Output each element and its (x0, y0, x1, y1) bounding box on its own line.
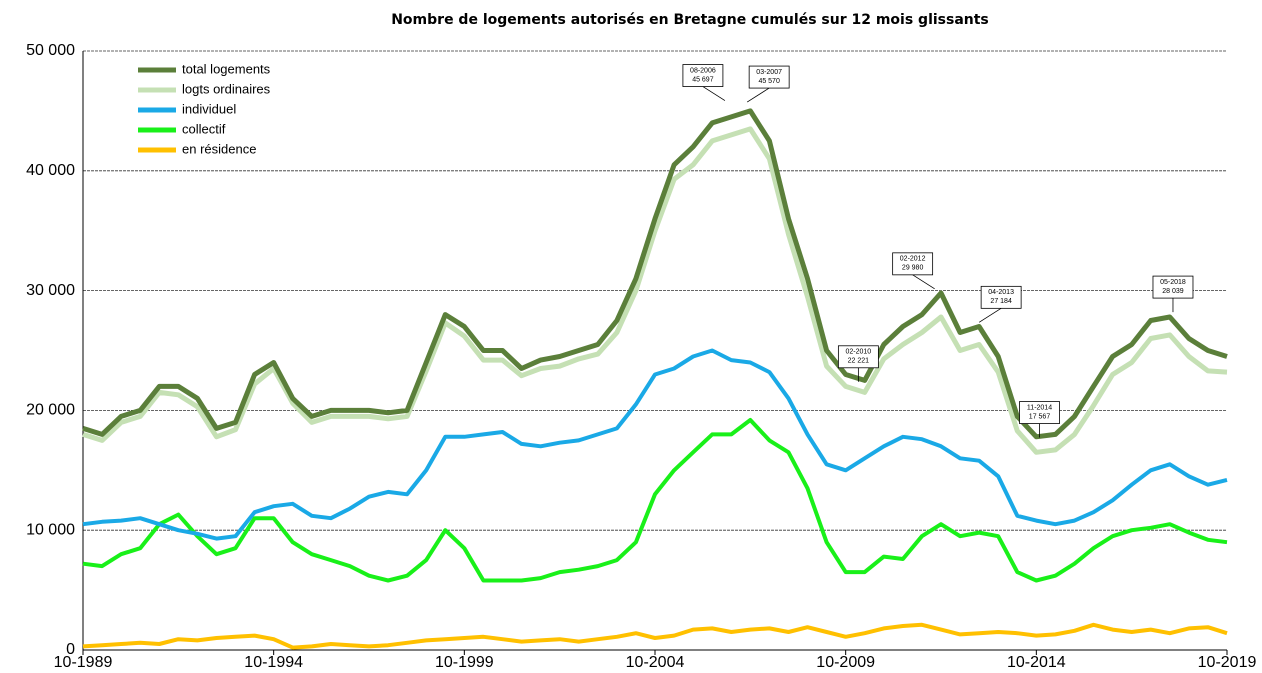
x-tick-label: 10-1989 (54, 654, 113, 671)
y-tick-label: 30 000 (26, 282, 75, 299)
legend-label: individuel (182, 101, 236, 116)
annotation-value: 27 184 (990, 298, 1012, 305)
annotation-box (1152, 275, 1194, 299)
y-tick-label: 50 000 (26, 42, 75, 59)
y-tick-label: 0 (66, 641, 75, 658)
annotation-leader (702, 86, 726, 101)
x-tick-label: 10-1999 (435, 654, 494, 671)
annotation-date: 05-2018 (1160, 279, 1186, 286)
legend-label: logts ordinaires (182, 81, 271, 96)
annotation-box (682, 64, 724, 87)
series-line (82, 348, 1228, 541)
legend-label: en résidence (182, 141, 256, 156)
annotation-date: 03-2007 (756, 69, 782, 76)
y-tick-label: 10 000 (26, 521, 75, 538)
series-line (82, 622, 1228, 650)
annotation-value: 29 980 (902, 265, 924, 272)
x-tick-label: 10-2014 (1007, 654, 1066, 671)
annotation-box (837, 345, 879, 369)
annotation-leader (978, 307, 1002, 323)
chart-title: Nombre de logements autorisés en Bretagn… (391, 12, 989, 28)
annotation-value: 28 039 (1162, 288, 1184, 295)
annotation-leader (746, 87, 770, 103)
series-line (82, 108, 1228, 440)
legend-label: collectif (182, 121, 226, 136)
annotation-value: 45 697 (692, 76, 714, 83)
annotation-box (748, 65, 790, 89)
x-tick-label: 10-2019 (1198, 654, 1257, 671)
x-tick-label: 10-2009 (816, 654, 875, 671)
series-line (82, 418, 1228, 583)
legend-label: total logements (182, 61, 271, 76)
annotation-date: 02-2010 (846, 349, 872, 356)
annotation-date: 11-2014 (1027, 404, 1052, 411)
annotation-date: 04-2013 (988, 289, 1014, 296)
annotation-date: 02-2012 (900, 256, 926, 263)
annotation-box (1019, 401, 1060, 424)
annotation-value: 45 570 (758, 78, 780, 85)
x-tick-label: 10-1994 (244, 654, 303, 671)
series-line (82, 126, 1228, 455)
annotation-leader (912, 274, 935, 290)
annotation-value: 22 221 (848, 358, 870, 365)
y-tick-label: 40 000 (26, 162, 75, 179)
annotation-box (892, 252, 934, 276)
annotation-box (980, 285, 1022, 309)
annotation-date: 08-2006 (690, 67, 716, 74)
x-tick-label: 10-2004 (626, 654, 685, 671)
y-tick-label: 20 000 (26, 402, 75, 419)
annotation-value: 17 567 (1029, 413, 1051, 420)
